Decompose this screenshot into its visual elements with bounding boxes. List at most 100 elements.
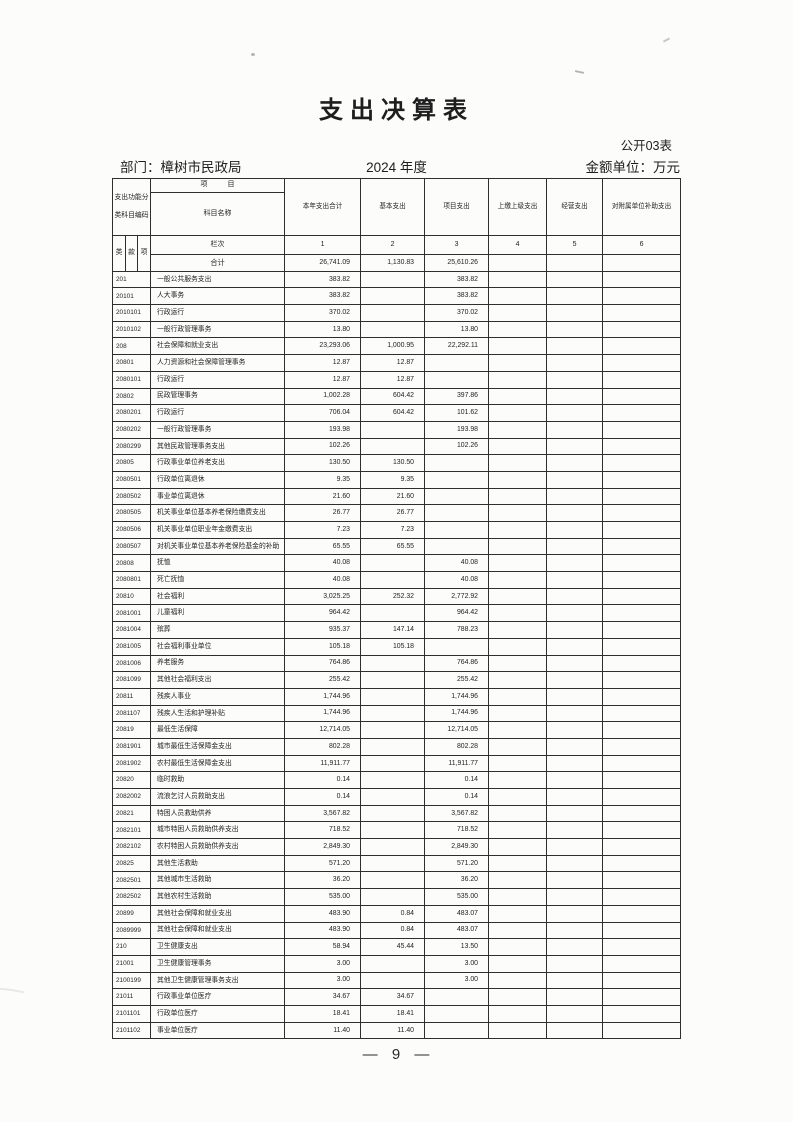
cell-value — [602, 254, 682, 272]
cell-value: 1,744.96 — [424, 687, 490, 706]
cell-value — [546, 704, 604, 723]
row-subject-name: 抚恤 — [150, 554, 286, 573]
cell-value — [488, 504, 548, 522]
table-row: 2010101 行政运行 370.02 370.02 — [111, 304, 682, 322]
header-code-line2: 类科目编码 — [114, 212, 149, 219]
cell-value: 383.82 — [284, 270, 362, 289]
cell-value — [546, 888, 604, 906]
cell-value: 45.44 — [360, 938, 426, 956]
table-row: 20801 人力资源和社会保障管理事务 12.87 12.87 — [111, 354, 682, 372]
cell-value — [602, 904, 682, 923]
cell-value — [488, 554, 548, 573]
row-code: 20821 — [111, 804, 152, 823]
cell-value: 65.55 — [284, 537, 362, 556]
cell-value — [360, 854, 426, 873]
cell-value: 12.87 — [284, 370, 362, 389]
row-subject-name: 其他农村生活救助 — [150, 888, 286, 906]
cell-value — [488, 337, 548, 356]
cell-value: 34.67 — [284, 988, 362, 1006]
row-code: 2101102 — [111, 1021, 152, 1040]
cell-value — [546, 587, 604, 606]
cell-value: 193.98 — [424, 420, 490, 439]
cell-value: 3.00 — [424, 954, 490, 973]
cell-value: 2,849.30 — [284, 838, 362, 856]
cell-value — [546, 554, 604, 573]
cell-value: 40.08 — [284, 554, 362, 573]
row-code: 2080506 — [111, 521, 152, 539]
cell-value — [488, 1004, 548, 1023]
row-code: 20811 — [111, 687, 152, 706]
cell-value: 40.08 — [424, 554, 490, 573]
cell-value: 718.52 — [284, 821, 362, 840]
cell-value: 252.32 — [360, 587, 426, 606]
cell-value — [488, 771, 548, 789]
cell-value — [424, 521, 490, 539]
table-row: 20821 特困人员救助供养 3,567.82 3,567.82 — [111, 804, 682, 823]
cell-value: 0.84 — [360, 904, 426, 923]
table-row: 208 社会保障和就业支出 23,293.06 1,000.95 22,292.11 — [111, 337, 682, 356]
cell-value — [488, 737, 548, 756]
cell-value: 764.86 — [424, 654, 490, 673]
row-subject-name: 其他民政管理事务支出 — [150, 437, 286, 456]
cell-value — [360, 971, 426, 990]
row-code: 208 — [111, 337, 152, 356]
cell-value: 3.00 — [284, 954, 362, 973]
header-sub-code-kuan: 款 — [125, 235, 138, 272]
row-code: 2080201 — [111, 404, 152, 422]
cell-value — [488, 571, 548, 589]
cell-value — [602, 1004, 682, 1023]
cell-value — [546, 470, 604, 489]
cell-value: 802.28 — [284, 737, 362, 756]
row-subject-name: 养老服务 — [150, 654, 286, 673]
cell-value — [360, 771, 426, 789]
header-sub-code-lei: 类 — [112, 235, 126, 272]
row-code: 20819 — [111, 721, 152, 739]
cell-value — [546, 871, 604, 890]
table-row: 20810 社会福利 3,025.25 252.32 2,772.92 — [111, 587, 682, 606]
cell-value — [546, 988, 604, 1006]
cell-value — [602, 871, 682, 890]
cell-value: 3,025.25 — [284, 587, 362, 606]
row-subject-name: 一般行政管理事务 — [150, 420, 286, 439]
row-code: 2080101 — [111, 370, 152, 389]
table-row: 20899 其他社会保障和就业支出 483.90 0.84 483.07 — [111, 904, 682, 923]
table-row: 2081001 儿童福利 964.42 964.42 — [111, 604, 682, 623]
cell-value — [424, 370, 490, 389]
table-row: 21001 卫生健康管理事务 3.00 3.00 — [111, 954, 682, 973]
cell-value — [546, 304, 604, 322]
row-code: 2081001 — [111, 604, 152, 623]
cell-value — [488, 904, 548, 923]
cell-value: 0.14 — [424, 771, 490, 789]
cell-value — [488, 954, 548, 973]
page-number: — 9 — — [362, 1046, 431, 1063]
row-subject-name: 特困人员救助供养 — [150, 804, 286, 823]
cell-value: 0.14 — [284, 788, 362, 806]
cell-value — [360, 320, 426, 339]
cell-value — [602, 504, 682, 522]
cell-value: 12.87 — [284, 354, 362, 372]
cell-value — [424, 1004, 490, 1023]
cell-value: 706.04 — [284, 404, 362, 422]
table-row: 210 卫生健康支出 58.94 45.44 13.50 — [111, 938, 682, 956]
cell-value — [546, 487, 604, 506]
table-row: 2080501 行政单位离退休 9.35 9.35 — [111, 470, 682, 489]
cell-value — [602, 704, 682, 723]
cell-value: 40.08 — [424, 571, 490, 589]
row-code: 2081099 — [111, 671, 152, 689]
header-code-line1: 支出功能分 — [114, 194, 149, 202]
cell-value: 2,772.92 — [424, 587, 490, 606]
fiscal-year-label: 2024 年度 — [366, 160, 427, 175]
table-row: 2080507 对机关事业单位基本养老保险基金的补助 65.55 65.55 — [111, 537, 682, 556]
cell-value — [602, 737, 682, 756]
header-col-upper: 上缴上级支出 — [488, 178, 548, 236]
cell-value — [488, 1021, 548, 1040]
table-row: 2080299 其他民政管理事务支出 102.26 102.26 — [111, 437, 682, 456]
cell-value: 102.26 — [284, 437, 362, 456]
lanci-number: 5 — [546, 235, 604, 255]
scan-artifact — [662, 37, 671, 43]
cell-value — [602, 304, 682, 322]
row-code: 2081107 — [111, 704, 152, 723]
cell-value: 1,744.96 — [284, 704, 362, 723]
cell-value: 604.42 — [360, 387, 426, 406]
cell-value — [546, 254, 604, 272]
